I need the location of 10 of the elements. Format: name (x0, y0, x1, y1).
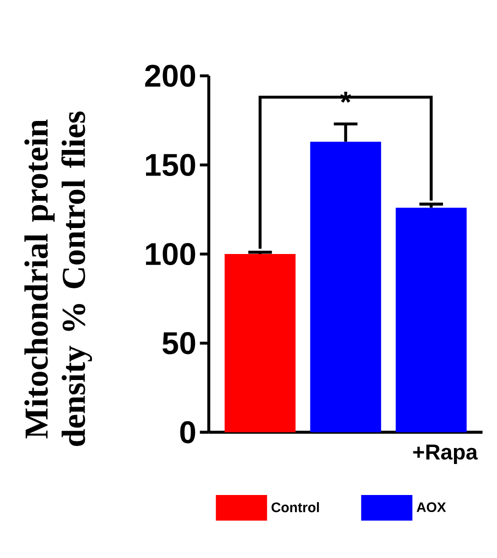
y-tick-label: 150 (146, 154, 195, 176)
y-tick-label: 0 (180, 421, 196, 444)
bar (224, 254, 296, 432)
y-tick-label: 200 (145, 64, 195, 87)
y-axis-title: Mitochondrial protein density % Control flies (24, 112, 92, 446)
legend-label: AOX (416, 502, 446, 512)
y-tick-label: 100 (146, 242, 195, 266)
y-tick-label: 50 (162, 332, 196, 354)
legend-label: Control (271, 502, 319, 512)
x-tick-label: +Rapa (413, 444, 478, 464)
